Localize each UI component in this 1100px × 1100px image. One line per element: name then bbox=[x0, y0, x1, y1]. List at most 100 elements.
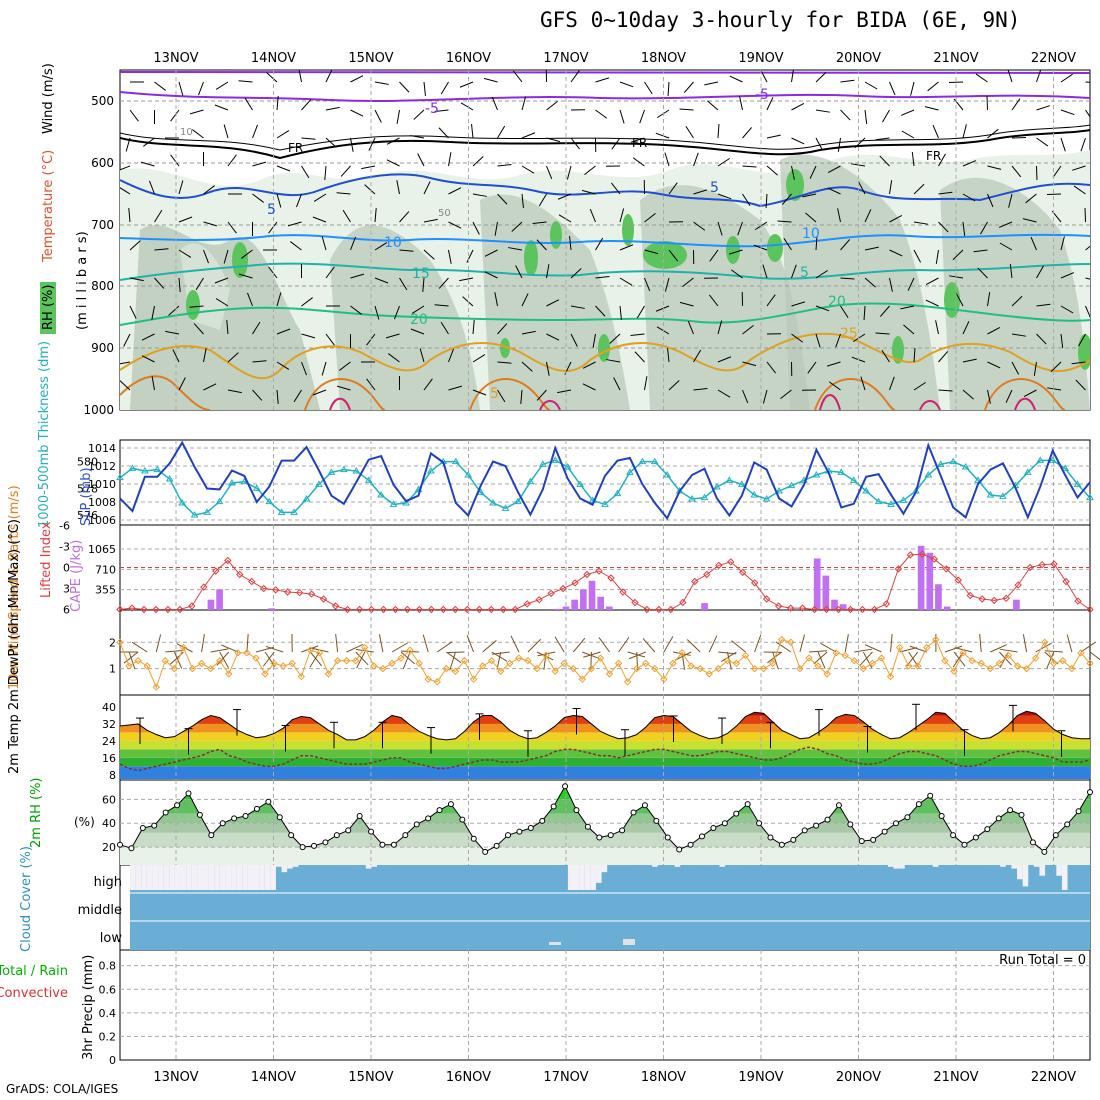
wind-barb bbox=[987, 389, 991, 404]
cloud-high-gap bbox=[191, 865, 198, 890]
cloud-high-gap bbox=[197, 865, 203, 890]
thickness-point bbox=[601, 500, 609, 507]
cloud-high-gap bbox=[287, 865, 293, 869]
wind-barb bbox=[276, 96, 279, 111]
li-point bbox=[619, 588, 627, 596]
wind-barb bbox=[448, 385, 463, 391]
thickness-point bbox=[737, 480, 746, 487]
rh-point bbox=[676, 846, 683, 853]
wind-barb bbox=[129, 305, 137, 319]
wind-barb bbox=[987, 292, 991, 307]
wind-barb bbox=[178, 277, 181, 292]
wind-barb bbox=[760, 70, 768, 83]
wind-barb bbox=[165, 330, 180, 335]
wind-barb bbox=[1007, 70, 1013, 83]
li-point bbox=[942, 565, 951, 573]
wind-barb bbox=[998, 221, 1013, 228]
wind-barb bbox=[611, 137, 621, 150]
rh-band bbox=[120, 832, 1090, 848]
li-point bbox=[774, 602, 783, 610]
wind-barb bbox=[742, 127, 753, 139]
date-label-bottom: 19NOV bbox=[738, 1070, 783, 1085]
date-label-top: 18NOV bbox=[641, 51, 686, 66]
wind-barb bbox=[644, 249, 659, 255]
wind-barb bbox=[350, 109, 364, 117]
rh-point bbox=[368, 828, 375, 835]
wind-barb bbox=[170, 154, 180, 167]
wind-speed-point bbox=[596, 654, 605, 662]
wind-speed-point bbox=[696, 664, 704, 673]
wind-barb bbox=[1085, 305, 1090, 318]
cloud-panel: Cloud Cover (%) high middle low bbox=[19, 846, 1090, 952]
cloud-high-gap bbox=[219, 865, 226, 890]
wind-barb bbox=[223, 249, 229, 264]
rh-point bbox=[128, 845, 135, 852]
rh-point bbox=[801, 827, 808, 834]
cloud-high-gap bbox=[932, 865, 939, 867]
wind-barb bbox=[693, 388, 708, 391]
thickness-tick: 578 bbox=[77, 482, 98, 495]
wind-barb bbox=[840, 277, 855, 280]
wind-barb bbox=[423, 181, 431, 195]
wind-barb bbox=[766, 134, 781, 139]
wind-barb bbox=[276, 361, 290, 370]
wind-barb bbox=[340, 165, 351, 177]
wind-barb bbox=[595, 77, 610, 83]
wind-barb bbox=[938, 191, 953, 195]
wind-barb bbox=[955, 293, 964, 307]
wind-barb bbox=[875, 137, 890, 141]
wind10m-barb bbox=[265, 645, 284, 653]
cloud-high-gap bbox=[275, 865, 282, 867]
rh-point bbox=[630, 809, 637, 816]
wind-barb bbox=[901, 130, 915, 139]
wind-barb bbox=[336, 385, 351, 391]
cape-tick: 1065 bbox=[88, 543, 116, 556]
li-point bbox=[403, 605, 412, 614]
wind-speed-point bbox=[424, 675, 432, 683]
contour-label: 5 bbox=[800, 265, 809, 281]
li-point bbox=[978, 595, 986, 603]
wind-speed-point bbox=[778, 635, 786, 644]
thickness-point bbox=[638, 457, 647, 465]
wind-barb bbox=[987, 165, 1002, 170]
rh-point bbox=[276, 814, 283, 821]
precip-convective-label: Convective bbox=[0, 986, 68, 1001]
li-point bbox=[523, 600, 531, 608]
thickness-point bbox=[315, 480, 323, 487]
contour-label: 15 bbox=[412, 266, 430, 282]
cloud-high-gap bbox=[208, 865, 215, 890]
rh-point bbox=[231, 815, 238, 822]
li-point bbox=[930, 555, 939, 563]
li-point bbox=[379, 605, 388, 614]
wind10m-barb bbox=[262, 651, 275, 667]
wind-barb bbox=[472, 221, 480, 235]
wind-barb bbox=[729, 75, 743, 83]
rh-tick: 60 bbox=[102, 793, 116, 806]
wind-speed-point bbox=[787, 638, 795, 646]
pressure-tick: 600 bbox=[91, 156, 114, 170]
li-point bbox=[307, 590, 316, 598]
wind10m-barb bbox=[391, 642, 408, 653]
temp-line bbox=[119, 710, 1090, 741]
wind-barb bbox=[815, 109, 830, 113]
wind-barb bbox=[1060, 305, 1074, 314]
wind-barb bbox=[497, 193, 508, 205]
rh-point bbox=[390, 841, 397, 848]
wind-barb bbox=[195, 277, 204, 291]
wind-barb bbox=[151, 376, 155, 391]
wind-barb bbox=[1011, 98, 1021, 111]
temp-band bbox=[120, 711, 1090, 716]
wind10m-barb bbox=[165, 649, 184, 653]
wind-barb bbox=[837, 208, 841, 223]
li-point bbox=[727, 558, 735, 566]
wind-barb bbox=[619, 81, 634, 88]
wind-barb bbox=[399, 211, 410, 223]
wind-barb bbox=[151, 305, 155, 320]
wind-barb bbox=[154, 81, 166, 91]
thickness-point bbox=[961, 463, 970, 470]
wind-speed-point bbox=[660, 675, 668, 683]
wind10m-barb bbox=[446, 651, 465, 654]
precip-tick: 0.2 bbox=[99, 1030, 117, 1043]
rh-point bbox=[299, 844, 306, 851]
wind-barb bbox=[301, 99, 312, 111]
